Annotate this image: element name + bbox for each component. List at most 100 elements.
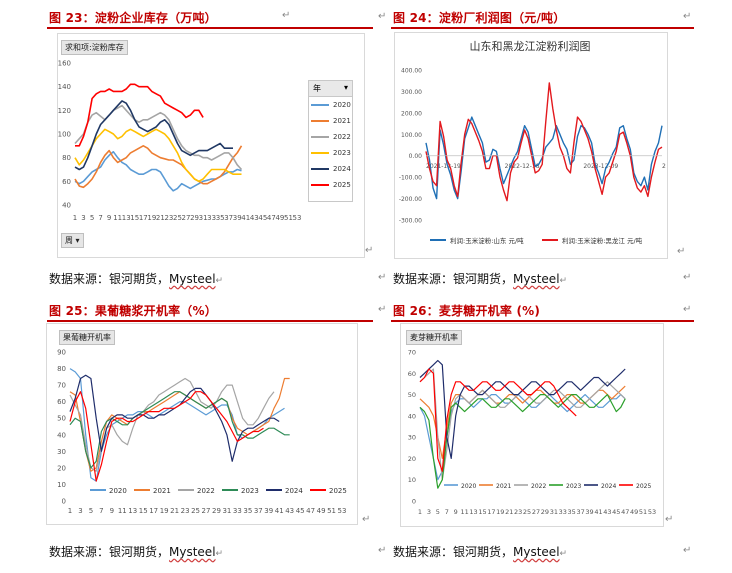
x-tick-label: 29 [212, 507, 221, 515]
y-tick-label: 120 [58, 107, 71, 115]
data-source: 数据来源：银河期货，Mysteel↵ [393, 272, 568, 286]
data-source: 数据来源：银河期货，Mysteel↵ [393, 545, 568, 559]
title-rule [391, 27, 694, 29]
y-tick-label: 160 [58, 60, 71, 68]
legend-label: 2021 [496, 483, 511, 490]
legend-label: 2024 [285, 487, 303, 495]
week-filter-button[interactable]: 周 ▾ [61, 233, 84, 248]
x-tick-label: 27 [202, 507, 211, 515]
chart-frame [400, 323, 664, 527]
legend-item[interactable]: 2020 [309, 97, 352, 113]
chart-title-chip: 果葡糖开机率 [59, 330, 115, 345]
legend-label: 2022 [531, 483, 546, 490]
chart-frame [46, 323, 358, 525]
legend-item[interactable]: 2023 [309, 145, 352, 161]
y-tick-label: 40 [62, 202, 71, 210]
y-tick-label: 20 [57, 464, 66, 472]
x-tick-label: 39 [264, 507, 273, 515]
x-tick-label: 25 [191, 507, 200, 515]
x-tick-label: 23 [514, 508, 522, 516]
figure-title: 图 23：淀粉企业库存（万吨） [49, 11, 217, 25]
source-prefix: 数据来源：银河期货， [393, 272, 514, 286]
source-brand: Mysteel [513, 545, 560, 559]
y-tick-label: 100.00 [401, 132, 422, 139]
legend-label: 2022 [333, 133, 351, 141]
x-tick-label: 21 [156, 214, 165, 222]
x-tick-label: 43 [285, 507, 294, 515]
return-mark: ↵ [378, 272, 387, 283]
x-tick-label: 53 [293, 214, 302, 222]
y-tick-label: 60 [408, 370, 416, 378]
legend-label: 2024 [333, 165, 351, 173]
x-tick-label: 39 [233, 214, 242, 222]
legend-label: 2020 [109, 487, 127, 495]
x-tick-label: 13 [128, 507, 137, 515]
series-line- [425, 82, 663, 202]
x-tick-label: 41 [241, 214, 250, 222]
legend-label: 2020 [461, 483, 476, 490]
x-tick-label: 37 [576, 508, 584, 516]
x-tick-label: 23 [181, 507, 190, 515]
legend-swatch [311, 152, 329, 154]
x-tick-label: 49 [317, 507, 326, 515]
x-tick-label: 43 [603, 508, 611, 516]
x-tick-label: 17 [149, 507, 158, 515]
y-tick-label: 40 [57, 431, 66, 439]
x-tick-label: 51 [284, 214, 293, 222]
legend-label: 利润:玉米淀粉:山东 元/吨 [450, 236, 524, 245]
return-mark: ↵ [665, 514, 674, 525]
x-tick-label: 13 [122, 214, 131, 222]
x-tick-label: 21 [170, 507, 179, 515]
return-mark: ↵ [378, 545, 387, 556]
y-tick-label: 80 [62, 154, 71, 162]
x-tick-label: 45 [296, 507, 305, 515]
y-tick-label: 10 [57, 481, 66, 489]
y-tick-label: 40 [408, 412, 416, 420]
series-line-2025 [419, 368, 577, 472]
x-tick-label: 49 [630, 508, 638, 516]
x-tick-label: 39 [585, 508, 593, 516]
x-tick-label: 53 [648, 508, 656, 516]
legend-item[interactable]: 2022 [309, 129, 352, 145]
x-tick-label: 25 [173, 214, 182, 222]
x-tick-label: 33 [207, 214, 216, 222]
series-line- [425, 116, 663, 200]
x-tick-label: 3 [427, 508, 431, 516]
x-tick-label: 51 [639, 508, 647, 516]
filter-icon[interactable]: ▾ [343, 83, 348, 92]
series-line-2025 [69, 391, 264, 482]
x-tick-label: 2021-12-19 [426, 163, 461, 170]
legend-label: 2023 [566, 483, 581, 490]
x-tick-label: 31 [222, 507, 231, 515]
y-tick-label: 0 [412, 498, 416, 506]
figure-title: 图 25：果葡糖浆开机率（%） [49, 304, 217, 318]
series-line-2023 [419, 393, 626, 489]
legend-item[interactable]: 2021 [309, 113, 352, 129]
legend-item[interactable]: 2025 [309, 177, 352, 193]
legend-label: 2024 [601, 483, 616, 490]
x-tick-label: 17 [139, 214, 148, 222]
x-tick-label: 33 [559, 508, 567, 516]
x-tick-label: 27 [182, 214, 191, 222]
y-tick-label: 10 [408, 476, 416, 484]
legend-label: 2025 [333, 181, 351, 189]
x-tick-label: 49 [275, 214, 284, 222]
x-tick-label: 1 [68, 507, 72, 515]
return-mark: ↵ [282, 10, 291, 21]
y-tick-label: 80 [57, 365, 66, 373]
week-filter-label: 周 [65, 236, 73, 245]
legend-label: 2025 [329, 487, 347, 495]
x-tick-label: 2023-12-09 [583, 163, 618, 170]
legend-label: 2023 [241, 487, 259, 495]
source-prefix: 数据来源：银河期货， [49, 545, 170, 559]
x-tick-label: 5 [436, 508, 440, 516]
legend-header[interactable]: 年 ▾ [309, 81, 352, 97]
legend-item[interactable]: 2024 [309, 161, 352, 177]
source-brand: Mysteel [169, 272, 216, 286]
x-tick-label: 51 [327, 507, 336, 515]
y-tick-label: 30 [57, 448, 66, 456]
pivot-field-chip[interactable]: 求和项:淀粉库存 [61, 40, 128, 55]
x-tick-label: 35 [216, 214, 225, 222]
